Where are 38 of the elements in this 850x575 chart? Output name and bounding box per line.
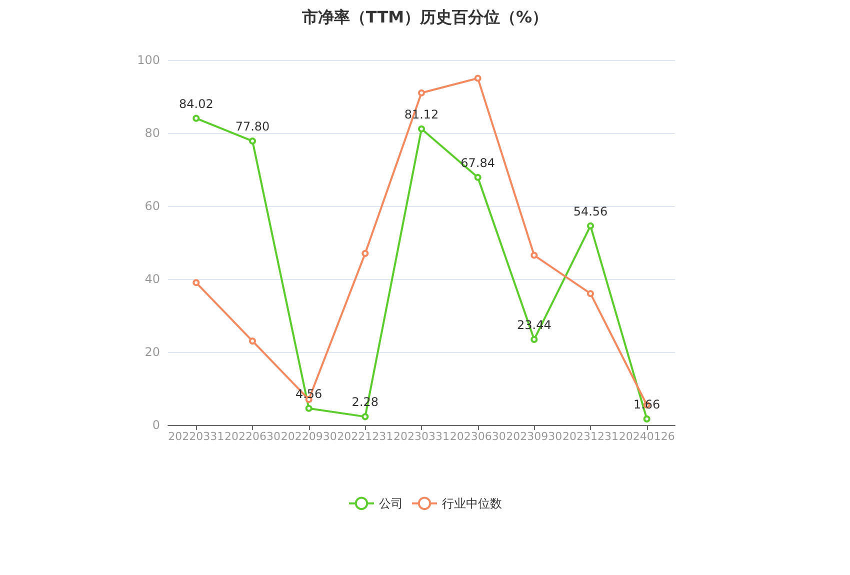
chart-title: 市净率（TTM）历史百分位（%） xyxy=(300,8,548,26)
point xyxy=(192,279,200,286)
point xyxy=(474,74,482,82)
point xyxy=(305,404,312,412)
x-tick-label: 20230930 xyxy=(506,430,562,443)
data-label: 67.84 xyxy=(460,156,496,170)
point xyxy=(530,252,538,259)
y-tick-label: 80 xyxy=(144,126,160,140)
point xyxy=(192,114,200,122)
point xyxy=(418,125,425,132)
legend-label: 行业中位数 xyxy=(442,496,502,510)
y-tick-label: 40 xyxy=(144,272,160,286)
point xyxy=(362,413,369,420)
point xyxy=(249,338,256,345)
data-label: 54.56 xyxy=(573,204,608,218)
x-tick-label: 20230630 xyxy=(450,430,506,443)
point xyxy=(474,174,482,181)
x-tick-label: 20220930 xyxy=(280,430,337,443)
point xyxy=(587,222,594,230)
legend-label: 公司 xyxy=(379,496,403,510)
data-label: 84.02 xyxy=(178,96,214,111)
data-label: 77.80 xyxy=(235,120,270,134)
point xyxy=(362,250,369,257)
x-tick-label: 20220630 xyxy=(224,430,280,443)
point xyxy=(249,138,256,145)
x-tick-label: 20220331 xyxy=(168,430,224,443)
x-tick-label: 20240126 xyxy=(618,430,675,443)
x-tick-label: 20230331 xyxy=(394,430,450,443)
x-tick-label: 20221231 xyxy=(337,430,394,443)
y-tick-label: 100 xyxy=(137,53,160,67)
y-tick-label: 60 xyxy=(144,199,160,213)
point xyxy=(530,336,538,343)
point xyxy=(587,290,594,298)
x-tick-label: 20231231 xyxy=(562,430,618,443)
point xyxy=(643,415,650,422)
y-tick-label: 0 xyxy=(152,418,160,432)
y-tick-label: 20 xyxy=(144,345,160,359)
point xyxy=(418,89,425,96)
